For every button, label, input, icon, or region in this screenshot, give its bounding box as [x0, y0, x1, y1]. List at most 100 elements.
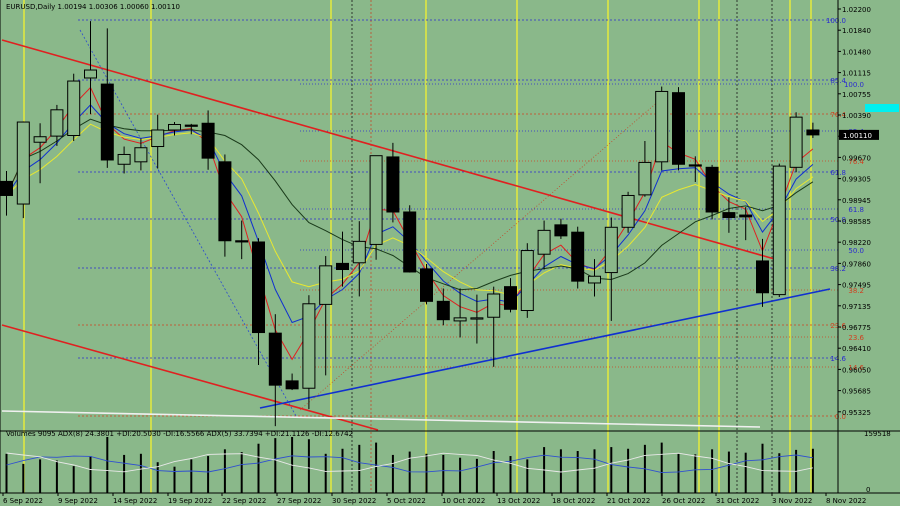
fib-right-label: 14.6 [848, 364, 864, 372]
price-tick-label: 0.96050 [842, 366, 871, 374]
candle-up [520, 250, 534, 312]
date-label: 31 Oct 2022 [716, 497, 759, 505]
price-tick-label: 0.97135 [842, 303, 871, 311]
candle-down [235, 240, 249, 243]
cyan-marker [865, 104, 899, 112]
price-tick-label: 1.00390 [842, 112, 871, 120]
indicator-header: Volumes 9095 ADX(8) 24.3801 +DI:20.5030 … [6, 430, 353, 438]
trend-lines [1, 29, 831, 431]
candle-up [772, 165, 786, 296]
candle-down [403, 211, 417, 273]
date-label: 22 Sep 2022 [222, 497, 266, 505]
price-tick-label: 0.98220 [842, 239, 871, 247]
candle-up [302, 303, 316, 389]
candle-down [285, 380, 299, 390]
adx-line-white [6, 452, 813, 473]
fib-right-label: 50.0 [848, 247, 864, 255]
candle-down [420, 268, 433, 302]
candle-down [268, 332, 282, 386]
candle-up [16, 121, 30, 205]
price-tick-label: 0.95325 [842, 409, 871, 417]
candle-up [352, 240, 366, 264]
price-tick-label: 1.01840 [842, 27, 871, 35]
date-label: 18 Oct 2022 [552, 497, 595, 505]
dotted-swing-line [79, 29, 297, 417]
candle-up [134, 147, 148, 163]
date-label: 27 Sep 2022 [277, 497, 321, 505]
candle-up [638, 161, 652, 196]
date-label: 8 Nov 2022 [826, 497, 866, 505]
candle-up [621, 194, 635, 228]
candle-down [218, 161, 232, 242]
price-tick-label: 0.98585 [842, 218, 871, 226]
date-label: 26 Oct 2022 [662, 497, 705, 505]
white-long-ma [1, 410, 761, 428]
price-tick-label: 0.95685 [842, 388, 871, 396]
candle-up [84, 69, 97, 79]
fib-right-label: 61.8 [848, 206, 864, 214]
candle-up [537, 229, 551, 255]
candlesticks [0, 21, 820, 427]
yellow-vertical-lines [23, 0, 812, 493]
candle-up [67, 80, 81, 137]
price-tick-label: 0.98945 [842, 197, 871, 205]
candle-down [756, 260, 769, 294]
price-tick-label: 0.97860 [842, 260, 871, 268]
price-tick-label: 0.96410 [842, 345, 871, 353]
candle-down [722, 212, 736, 218]
candle-down [688, 164, 702, 167]
candle-up [369, 155, 383, 245]
fib-right-label: 23.6 [848, 334, 864, 342]
date-label: 21 Oct 2022 [607, 497, 650, 505]
adx-line-blue [6, 454, 813, 474]
red-downtrend-lower [1, 324, 379, 431]
volume-scale-zero: 0 [866, 486, 870, 494]
candle-up [789, 116, 803, 168]
current-price-box [839, 129, 879, 140]
candle-up [117, 153, 131, 165]
candle-down [705, 166, 719, 213]
fib-left-label: 0.0 [835, 413, 846, 421]
fib-right-label: 100.0 [844, 81, 864, 89]
date-label: 14 Sep 2022 [113, 497, 157, 505]
symbol-header: EURUSD,Daily 1.00194 1.00306 1.00060 1.0… [6, 3, 180, 11]
candle-down [252, 241, 265, 334]
date-label: 9 Sep 2022 [58, 497, 98, 505]
candle-up [655, 90, 669, 163]
candle-down [386, 156, 400, 213]
candle-up [50, 109, 64, 137]
candle-up [470, 317, 484, 320]
candle-down [336, 262, 349, 271]
candle-up [168, 123, 181, 131]
candle-down [0, 180, 13, 196]
candle-up [588, 275, 601, 284]
candle-down [504, 286, 517, 310]
candle-down [201, 122, 215, 159]
candle-up [33, 136, 47, 143]
date-label: 19 Sep 2022 [168, 497, 212, 505]
fib-right-label: 76.4 [848, 158, 864, 166]
candle-up [453, 317, 467, 322]
price-tick-label: 1.01480 [842, 48, 871, 56]
candle-down [739, 214, 753, 218]
price-tick-label: 1.00755 [842, 91, 871, 99]
price-tick-label: 0.97495 [842, 282, 871, 290]
date-label: 5 Oct 2022 [387, 497, 426, 505]
volume-panel [0, 430, 900, 493]
price-tick-label: 1.01115 [842, 70, 871, 78]
candle-down [672, 92, 685, 165]
red-downtrend-upper [1, 39, 786, 263]
price-tick-label: 0.96775 [842, 324, 871, 332]
candle-down [100, 83, 114, 161]
price-tick-label: 0.99305 [842, 176, 871, 184]
blue-uptrend [259, 288, 831, 409]
price-tick-label: 1.02200 [842, 6, 871, 14]
date-label: 30 Sep 2022 [332, 497, 376, 505]
price-tick-label: 0.99670 [842, 154, 871, 162]
dotted-retracement-line [299, 99, 661, 411]
candle-down [184, 124, 198, 127]
date-label: 10 Oct 2022 [442, 497, 485, 505]
